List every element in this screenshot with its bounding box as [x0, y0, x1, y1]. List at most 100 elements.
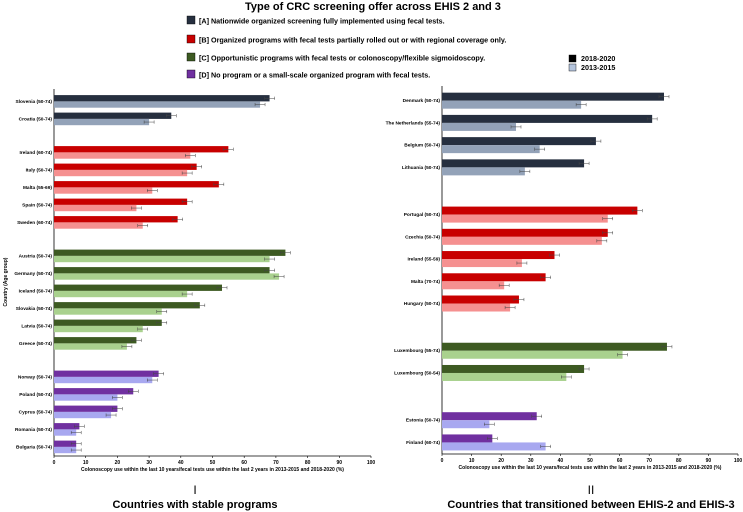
error-bar-4-0 — [632, 208, 643, 213]
error-bar-6-1 — [137, 223, 149, 228]
error-bar-1-1 — [510, 125, 522, 129]
x-tick-label-4: 40 — [558, 458, 564, 464]
category-label-8: Hungary (50-74) — [404, 301, 441, 307]
bar-2013-3 — [54, 169, 188, 177]
category-label-7: Malta (70-74) — [411, 279, 440, 285]
bar-2013-1 — [54, 118, 150, 126]
error-bar-2-1 — [185, 153, 196, 158]
error-bar-10-0 — [578, 367, 590, 371]
bar-2018-10 — [54, 302, 200, 309]
error-bar-6-0 — [172, 217, 183, 221]
bar-2013-2 — [54, 152, 191, 159]
x-tick-label-3: 30 — [528, 458, 534, 464]
bar-2018-7 — [442, 273, 546, 282]
category-label-4: Portugal (50-74) — [404, 212, 441, 218]
chart-title: Type of CRC screening offer across EHIS … — [245, 1, 501, 13]
category-label-15: Cyprus (50-74) — [19, 409, 53, 415]
x-tick-label-10: 100 — [734, 458, 743, 464]
bar-2018-2 — [442, 137, 596, 146]
legend-swatch-C — [186, 52, 196, 62]
error-bar-4-0 — [213, 182, 225, 186]
legend-swatch-B — [186, 34, 196, 44]
error-bar-10-1 — [156, 309, 168, 314]
bar-2013-11 — [442, 420, 490, 429]
category-label-7: Austria (50-74) — [19, 253, 53, 259]
error-bar-7-0 — [280, 251, 291, 255]
error-bar-3-1 — [181, 171, 193, 175]
error-bar-5-0 — [602, 231, 614, 235]
error-bar-7-1 — [264, 257, 275, 261]
x-tick-label-10: 100 — [367, 460, 376, 466]
error-bar-2-1 — [534, 147, 545, 151]
error-bar-17-0 — [70, 442, 82, 446]
category-label-11: Estonia (50-74) — [406, 418, 441, 424]
bar-2013-4 — [54, 187, 153, 194]
error-bar-12-0 — [131, 338, 142, 342]
bar-2013-8 — [442, 303, 511, 312]
legend-label-C: [C] Opportunistic programs with fecal te… — [199, 54, 485, 63]
error-bar-3-0 — [578, 161, 590, 165]
bar-2013-5 — [442, 236, 602, 245]
bar-2013-16 — [54, 429, 77, 436]
category-label-5: Spain (50-74) — [22, 202, 52, 208]
x-tick-label-0: 0 — [53, 460, 56, 466]
period-label-0: 2018-2020 — [581, 54, 615, 63]
error-bar-17-1 — [70, 448, 82, 452]
error-bar-6-0 — [549, 253, 560, 257]
bar-2018-12 — [442, 434, 493, 443]
error-bar-11-0 — [531, 414, 542, 418]
x-axis-label: Colonoscopy use within the last 10 years… — [459, 465, 722, 471]
error-bar-15-1 — [105, 413, 117, 417]
legend-label-D: [D] No program or a small-scale organize… — [199, 71, 430, 80]
category-label-6: Ireland (55-59) — [407, 257, 440, 263]
bar-2018-14 — [54, 388, 134, 395]
category-label-1: Croatia (50-74) — [19, 116, 53, 122]
bar-2013-11 — [54, 325, 143, 333]
error-bar-5-1 — [131, 206, 142, 210]
panel-2-roman: II — [588, 483, 595, 497]
panel-1-caption: Countries with stable programs — [112, 499, 277, 511]
bar-2013-0 — [54, 101, 261, 108]
error-bar-0-1 — [254, 102, 266, 107]
error-bar-12-1 — [540, 444, 551, 449]
error-bar-16-0 — [74, 424, 85, 428]
bar-2013-4 — [442, 214, 608, 223]
error-bar-1-0 — [166, 114, 177, 118]
bar-2018-7 — [54, 249, 286, 256]
panel-stable-programs: Slovenia (50-74) Croatia (50-74) Ireland (… — [14, 89, 375, 473]
error-bar-11-1 — [137, 327, 149, 331]
bar-2013-6 — [54, 222, 143, 229]
error-bar-3-1 — [519, 169, 531, 173]
error-bar-13-1 — [147, 378, 158, 382]
error-bar-9-0 — [661, 345, 673, 349]
category-label-2: Ireland (60-74) — [19, 150, 52, 156]
category-label-12: Finland (60-74) — [406, 440, 440, 446]
bar-2018-6 — [442, 251, 555, 260]
error-bar-14-0 — [128, 389, 139, 393]
error-bar-11-0 — [156, 321, 168, 325]
x-tick-label-8: 80 — [305, 460, 311, 466]
group-legend: [A] Nationwide organized screening fully… — [186, 15, 506, 80]
bar-2018-3 — [54, 163, 197, 170]
period-label-1: 2013-2015 — [581, 63, 615, 72]
error-bar-8-0 — [264, 268, 275, 272]
error-bar-2-0 — [590, 139, 602, 143]
category-label-10: Luxembourg (50-54) — [394, 370, 440, 376]
bar-2018-1 — [54, 112, 172, 119]
error-bar-3-0 — [191, 165, 202, 169]
bar-2013-6 — [442, 259, 522, 268]
bar-2013-9 — [442, 350, 623, 359]
error-bar-7-1 — [498, 283, 510, 287]
x-tick-label-3: 30 — [146, 460, 152, 466]
legend-label-A: [A] Nationwide organized screening fully… — [199, 17, 445, 26]
error-bar-13-0 — [153, 372, 164, 376]
bar-2018-5 — [54, 198, 188, 205]
bar-2018-11 — [442, 412, 537, 421]
error-bar-8-1 — [504, 305, 516, 310]
category-label-5: Czechia (50-74) — [405, 234, 440, 240]
bar-2013-8 — [54, 273, 280, 280]
error-bar-10-0 — [194, 303, 206, 307]
bar-2018-11 — [54, 319, 162, 326]
error-bar-14-1 — [112, 395, 123, 400]
error-bar-7-0 — [540, 275, 551, 279]
